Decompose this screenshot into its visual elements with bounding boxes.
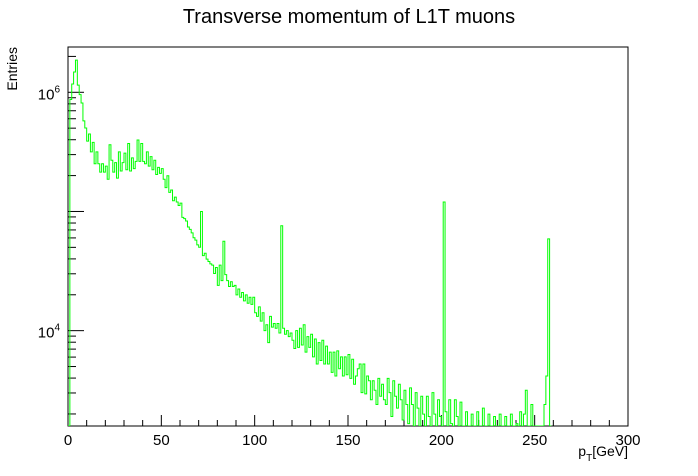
x-tick-label: 300 bbox=[615, 432, 640, 449]
y-tick-label: 104 bbox=[38, 323, 61, 342]
x-tick-label: 200 bbox=[429, 432, 454, 449]
y-tick-label-base: 10 bbox=[38, 86, 55, 103]
x-axis-title-unit: [GeV] bbox=[592, 443, 628, 459]
x-tick-label: 50 bbox=[153, 432, 170, 449]
y-tick-label: 106 bbox=[38, 84, 61, 103]
y-axis-ticks bbox=[68, 55, 84, 415]
chart-title: Transverse momentum of L1T muons bbox=[183, 6, 515, 28]
histogram-series-line bbox=[68, 59, 552, 426]
x-axis-title: pT[GeV] bbox=[578, 443, 628, 464]
y-axis-title: Entries bbox=[4, 47, 20, 91]
x-tick-label: 100 bbox=[242, 432, 267, 449]
x-axis-tick-labels: 0 50 100 150 200 250 300 bbox=[64, 432, 641, 449]
x-tick-label: 0 bbox=[64, 432, 72, 449]
y-tick-label-exponent: 6 bbox=[54, 84, 60, 95]
y-tick-label-exponent: 4 bbox=[54, 323, 60, 334]
y-tick-label-base: 10 bbox=[38, 325, 55, 342]
x-axis-title-subscript: T bbox=[586, 453, 592, 464]
x-tick-label: 250 bbox=[522, 432, 547, 449]
x-axis-title-main: p bbox=[578, 443, 586, 459]
x-tick-label: 150 bbox=[335, 432, 360, 449]
